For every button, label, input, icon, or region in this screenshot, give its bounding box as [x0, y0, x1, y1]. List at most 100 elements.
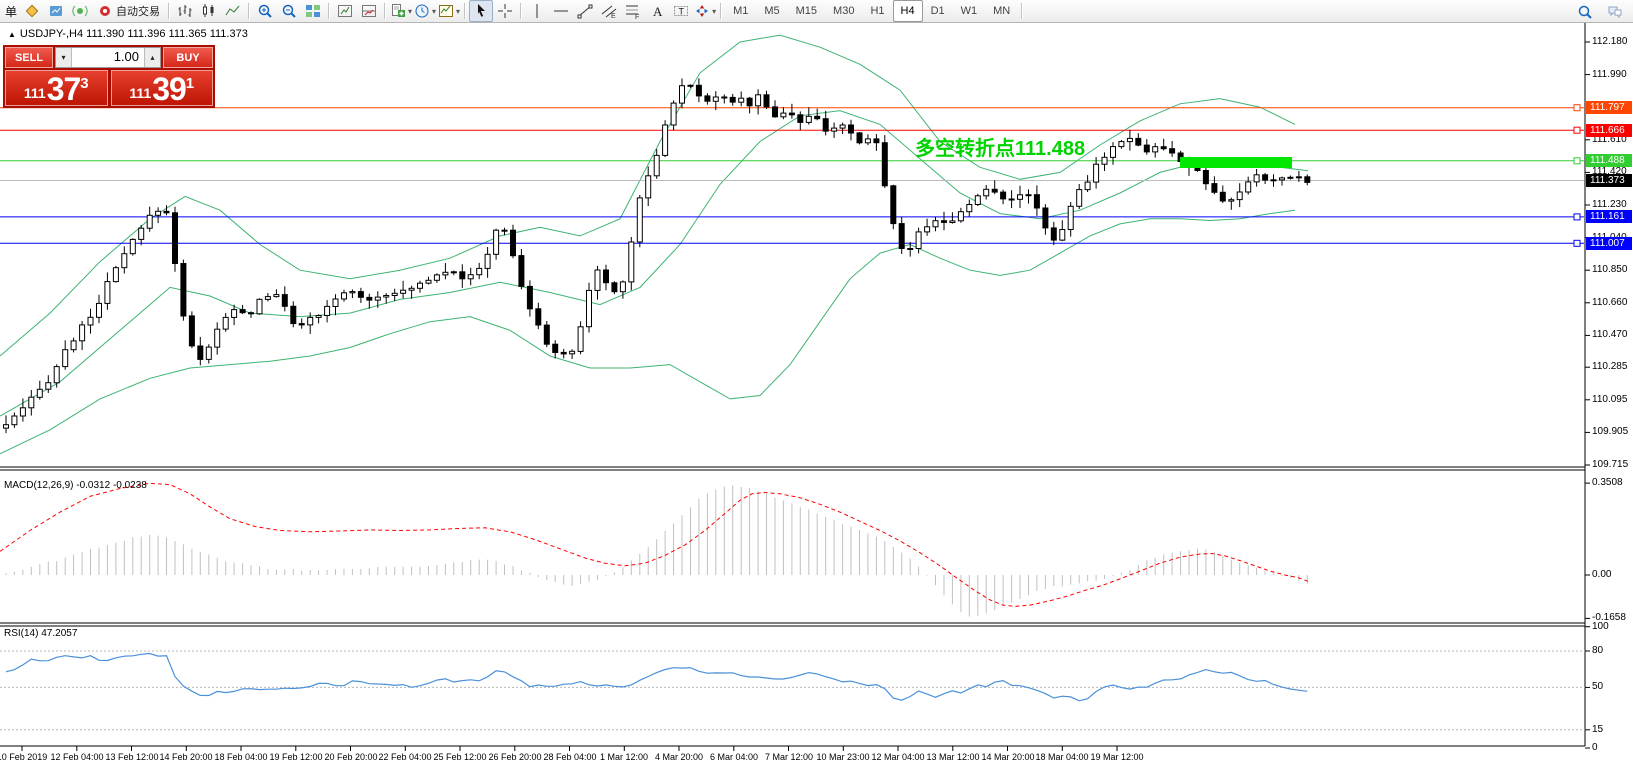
text-icon-glyph: A	[653, 4, 663, 19]
line-anchor-marker[interactable]	[1573, 157, 1581, 165]
candle-body	[915, 231, 922, 249]
volume-increase-button[interactable]: ▴	[144, 48, 160, 67]
toolbar-separator	[384, 3, 387, 19]
volume-decrease-button[interactable]: ▾	[56, 48, 72, 67]
support-zone-bar[interactable]	[1180, 157, 1292, 168]
horizontal-line-icon-glyph	[554, 10, 569, 12]
chat-icon	[1608, 6, 1622, 19]
candle-body	[645, 175, 652, 199]
timeframe-m5-button[interactable]: M5	[764, 5, 780, 17]
equidistant-channel-icon[interactable]: E	[597, 0, 621, 22]
candle-body	[45, 382, 52, 390]
candle-body	[79, 324, 86, 342]
candle-body	[104, 281, 111, 304]
candle-body	[442, 271, 449, 276]
timeframe-h4-button[interactable]: H4	[892, 0, 923, 22]
candle-body	[138, 227, 145, 240]
zoom-in-icon[interactable]	[253, 0, 277, 22]
periods-clock-icon[interactable]: ▾	[413, 0, 437, 22]
timeframe-w1-button[interactable]: W1	[960, 5, 978, 17]
candlestick-chart-icon[interactable]	[197, 0, 221, 22]
sell-button[interactable]: SELL	[5, 47, 53, 68]
macd-tick-label: 0.00	[1592, 569, 1612, 580]
candlestick-chart-icon-glyph	[203, 4, 214, 17]
candle-body	[476, 267, 483, 276]
timeframe-m15-button[interactable]: M15	[795, 5, 818, 17]
candle-body	[780, 112, 787, 118]
macd-tick-label: -0.1658	[1592, 612, 1626, 623]
tile-windows-icon[interactable]	[301, 0, 325, 22]
candle-body	[1279, 177, 1285, 181]
bar-chart-icon[interactable]	[173, 0, 197, 22]
toolbar-separator	[1021, 3, 1024, 19]
search-icon[interactable]	[1573, 1, 1597, 23]
trendline-icon[interactable]	[573, 0, 597, 22]
candle-body	[1253, 174, 1260, 183]
candle-body	[62, 349, 69, 368]
dropdown-arrow-icon[interactable]: ▾	[408, 6, 413, 16]
crosshair-icon[interactable]	[493, 0, 517, 22]
timeframe-mn-button[interactable]: MN	[993, 5, 1011, 17]
horizontal-line-icon[interactable]	[549, 0, 573, 22]
line-anchor-marker[interactable]	[1573, 126, 1581, 134]
zoom-out-icon[interactable]	[277, 0, 301, 22]
timeframe-h1-button[interactable]: H1	[870, 5, 885, 17]
template-icon[interactable]: ▾	[437, 0, 461, 22]
line-anchor-marker[interactable]	[1573, 213, 1581, 221]
text-label-icon[interactable]: T	[669, 0, 693, 22]
line-chart-icon[interactable]	[221, 0, 245, 22]
add-indicator-icon[interactable]: ▾	[389, 0, 413, 22]
zoom-out-icon-glyph	[282, 4, 296, 18]
chat-icon[interactable]	[1603, 1, 1627, 23]
candle-body	[324, 305, 331, 316]
candle-body	[1236, 191, 1243, 201]
vertical-line-icon[interactable]	[525, 0, 549, 22]
arrows-icon[interactable]: ▾	[693, 0, 717, 22]
candle-body	[87, 316, 94, 326]
sell-price-display[interactable]: 111 37 3	[5, 70, 108, 106]
timeframe-m30-button[interactable]: M30	[833, 5, 855, 17]
buy-price-display[interactable]: 111 39 1	[110, 70, 213, 106]
text-icon[interactable]: A	[645, 0, 669, 22]
line-anchor-marker[interactable]	[1573, 239, 1581, 247]
candle-body	[603, 269, 609, 284]
candle-body	[1177, 152, 1184, 162]
autotrading-button[interactable]: 自动交易	[92, 0, 165, 22]
buy-button[interactable]: BUY	[163, 47, 213, 68]
candle-body	[619, 281, 626, 293]
toolbar-right-icons	[1573, 1, 1627, 23]
zoom-in-icon-glyph	[258, 4, 272, 18]
bar-chart-icon-glyph	[178, 5, 192, 17]
price-tick-label: 111.230	[1592, 199, 1627, 210]
line-anchor-marker[interactable]	[1573, 104, 1581, 112]
indicator-window-up-icon[interactable]	[333, 0, 357, 22]
new-order-icon[interactable]	[20, 0, 44, 22]
cursor-icon[interactable]	[469, 0, 494, 22]
dropdown-arrow-icon[interactable]: ▾	[432, 6, 437, 16]
candle-body	[543, 324, 550, 345]
candle-body	[662, 124, 669, 156]
chart-title-text: USDJPY-,H4 111.390 111.396 111.365 111.3…	[19, 28, 248, 40]
dropdown-arrow-icon[interactable]: ▾	[456, 6, 461, 16]
toolbar-separator	[248, 3, 251, 19]
candle-body	[332, 298, 339, 307]
timeframe-m1-button[interactable]: M1	[733, 5, 749, 17]
dropdown-arrow-icon[interactable]: ▾	[712, 6, 717, 16]
collapse-arrow-icon[interactable]: ▲	[8, 30, 16, 39]
date-label: 26 Feb 20:00	[488, 752, 542, 762]
toolbar-separator	[464, 3, 467, 19]
timeframe-d1-button[interactable]: D1	[930, 5, 945, 17]
candle-body	[239, 309, 246, 314]
chart-window[interactable]: ▲ USDJPY-,H4 111.390 111.396 111.365 111.…	[0, 22, 1633, 774]
candle-body	[721, 96, 728, 99]
svg-text:T: T	[679, 7, 685, 17]
signal-icon[interactable]	[68, 0, 92, 22]
date-label: 19 Feb 12:00	[269, 752, 323, 762]
candle-body	[1169, 148, 1176, 154]
volume-input[interactable]: 1.00	[113, 49, 139, 64]
fibonacci-icon[interactable]: F	[621, 0, 645, 22]
charts-window-icon[interactable]	[44, 0, 68, 22]
candle-body	[1152, 146, 1159, 153]
candle-body	[129, 238, 136, 255]
indicator-window-down-icon[interactable]	[357, 0, 381, 22]
